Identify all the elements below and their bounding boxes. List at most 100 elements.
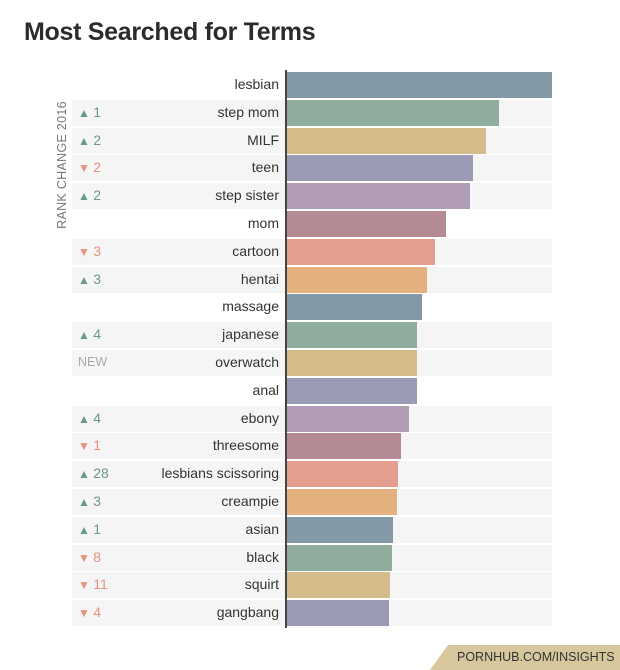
triangle-up-icon: ▲ <box>78 495 94 509</box>
rank-change-value: 4 <box>93 604 102 621</box>
triangle-down-icon: ▼ <box>78 550 94 565</box>
category-label: overwatch <box>215 354 279 370</box>
bar <box>287 211 446 237</box>
category-label: step sister <box>215 187 279 204</box>
rank-change-down: ▼ 8 <box>78 549 101 565</box>
bar-row: NEW overwatch <box>0 350 620 376</box>
bar <box>287 377 417 404</box>
triangle-up-icon: ▲ <box>78 411 94 426</box>
rank-change-value: 1 <box>93 520 102 537</box>
bar-row: ▼ 3 cartoon <box>0 238 620 265</box>
rank-change-up: ▲ 2 <box>78 132 101 148</box>
bar <box>287 127 486 154</box>
bar-row: mom <box>0 211 620 237</box>
bar-row: ▼ 8 black <box>0 544 620 571</box>
bar <box>287 572 391 599</box>
rank-change-down: ▼ 3 <box>78 243 101 259</box>
category-label: japanese <box>222 326 279 343</box>
rank-change-value: 4 <box>93 409 102 426</box>
rank-change-value: 28 <box>93 465 109 482</box>
bar <box>287 544 392 571</box>
bar-row: ▲ 4 ebony <box>0 405 620 432</box>
triangle-up-icon: ▲ <box>78 467 94 482</box>
bar-row: ▲ 1 asian <box>0 516 620 543</box>
rank-change-down: ▼ 2 <box>78 159 101 175</box>
bar <box>287 405 409 432</box>
bar <box>287 489 397 515</box>
rank-change-value: 2 <box>93 187 102 204</box>
bar <box>287 516 393 543</box>
rank-change-value: 4 <box>93 326 102 343</box>
bar <box>287 600 390 627</box>
triangle-up-icon: ▲ <box>78 133 94 148</box>
rank-change-value: 2 <box>93 159 102 176</box>
category-label: black <box>246 548 279 565</box>
footer-link[interactable]: PORNHUB.COM/INSIGHTS <box>457 650 615 664</box>
category-label: lesbian <box>234 76 279 92</box>
triangle-up-icon: ▲ <box>78 272 94 287</box>
chart-title: Most Searched for Terms <box>24 18 316 46</box>
bar <box>287 433 401 460</box>
rank-change-new: NEW <box>78 355 108 369</box>
triangle-up-icon: ▲ <box>78 105 94 120</box>
bar-row: ▲ 28 lesbians scissoring <box>0 461 620 488</box>
category-label: mom <box>247 215 279 231</box>
rank-change-down: ▼ 4 <box>78 604 101 620</box>
bar <box>287 294 423 321</box>
category-label: teen <box>251 159 279 176</box>
rank-change-value: 3 <box>93 270 102 287</box>
category-label: threesome <box>212 437 279 454</box>
bar <box>287 461 399 488</box>
rank-change-value: 3 <box>93 242 102 259</box>
category-label: anal <box>252 381 279 398</box>
rank-change-up: ▲ 2 <box>78 187 101 203</box>
triangle-down-icon: ▼ <box>78 439 94 454</box>
rank-change-up: ▲ 4 <box>78 410 101 426</box>
category-label: hentai <box>240 270 279 287</box>
triangle-up-icon: ▲ <box>78 328 94 343</box>
bar-row: ▲ 2 step sister <box>0 183 620 210</box>
rank-change-value: 8 <box>93 548 102 565</box>
bar <box>287 183 470 210</box>
category-label: lesbians scissoring <box>161 465 280 482</box>
bar-row: ▲ 3 hentai <box>0 266 620 293</box>
bar <box>287 322 417 349</box>
bar <box>287 238 436 265</box>
bar-row: ▼ 11 squirt <box>0 572 620 599</box>
bar-row: ▲ 2 MILF <box>0 127 620 154</box>
category-label: MILF <box>247 131 279 148</box>
bar <box>287 72 552 98</box>
category-label: massage <box>222 298 279 315</box>
footer-banner: PORNHUB.COM/INSIGHTS <box>430 645 620 670</box>
bar <box>287 266 428 293</box>
triangle-down-icon: ▼ <box>78 606 94 621</box>
triangle-up-icon: ▲ <box>78 189 94 204</box>
category-label: cartoon <box>232 242 279 259</box>
rank-change-value: 1 <box>93 437 102 454</box>
rank-change-value: 1 <box>93 103 102 120</box>
rank-change-up: ▲ 1 <box>78 104 101 120</box>
rank-change-up: ▲ 28 <box>78 465 109 481</box>
rank-change-value: 11 <box>93 576 108 593</box>
bar <box>287 99 499 126</box>
bar-row: ▼ 4 gangbang <box>0 600 620 627</box>
bar-row: anal <box>0 377 620 404</box>
bar-row: ▲ 3 creampie <box>0 489 620 515</box>
category-label: gangbang <box>216 604 279 621</box>
triangle-down-icon: ▼ <box>78 244 94 259</box>
rank-change-value: 2 <box>93 131 102 148</box>
axis-line <box>285 70 287 628</box>
rank-change-value: 3 <box>93 493 102 509</box>
rank-change-up: ▲ 3 <box>78 493 101 509</box>
category-label: creampie <box>221 493 279 509</box>
bar <box>287 155 473 182</box>
rank-change-up: ▲ 1 <box>78 521 101 537</box>
category-label: squirt <box>244 576 279 593</box>
bar-row: lesbian <box>0 72 620 98</box>
rank-change-down: ▼ 1 <box>78 437 101 453</box>
bar-row: ▼ 1 threesome <box>0 433 620 460</box>
category-label: step mom <box>217 103 279 120</box>
bar-row: massage <box>0 294 620 321</box>
bar-row: ▼ 2 teen <box>0 155 620 182</box>
